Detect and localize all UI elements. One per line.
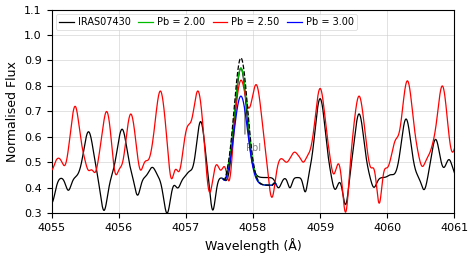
X-axis label: Wavelength (Å): Wavelength (Å) (205, 239, 301, 254)
Pb = 3.00 (263, 184, 268, 187)
Pb = 2.00 (237, 67, 243, 70)
Pb = 2.00 (220, 177, 226, 180)
Pb = 3.00 (273, 184, 279, 187)
Pb = 3.00 (220, 177, 226, 180)
Pb = 2.50 (218, 169, 224, 172)
IRAS07430 (342, 201, 347, 204)
Line: IRAS07430: IRAS07430 (52, 68, 455, 213)
Pb = 3.00 (247, 146, 253, 149)
Pb = 2.50 (343, 211, 348, 214)
Line: Pb = 2.50: Pb = 2.50 (52, 80, 455, 212)
IRAS07430 (240, 75, 246, 78)
Pb = 3.00 (237, 95, 243, 98)
Pb = 2.00 (238, 67, 244, 70)
Line: Pb = 2.00: Pb = 2.00 (223, 68, 276, 185)
Pb = 3.00 (225, 169, 231, 172)
Pb = 2.50 (49, 168, 55, 171)
IRAS07430 (218, 176, 224, 179)
Pb = 2.50 (238, 78, 244, 82)
Text: PbI: PbI (246, 143, 261, 153)
Pb = 2.00 (225, 165, 231, 168)
Legend: IRAS07430, Pb = 2.00, Pb = 2.50, Pb = 3.00: IRAS07430, Pb = 2.00, Pb = 2.50, Pb = 3.… (56, 15, 357, 30)
Line: Pb = 3.00: Pb = 3.00 (223, 96, 276, 185)
Y-axis label: Normalised Flux: Normalised Flux (6, 61, 18, 162)
Pb = 3.00 (238, 95, 244, 98)
Pb = 2.00 (247, 134, 253, 137)
IRAS07430 (221, 178, 227, 181)
Pb = 2.00 (259, 183, 265, 186)
IRAS07430 (164, 212, 170, 215)
IRAS07430 (238, 67, 244, 70)
Pb = 2.00 (273, 184, 279, 187)
Pb = 2.00 (263, 184, 268, 187)
Pb = 3.00 (270, 184, 275, 187)
Pb = 2.50 (221, 165, 227, 168)
Pb = 2.00 (258, 182, 264, 185)
IRAS07430 (419, 185, 425, 188)
Pb = 2.50 (419, 165, 425, 168)
Pb = 2.50 (240, 83, 246, 86)
Pb = 2.00 (270, 184, 275, 187)
IRAS07430 (439, 164, 445, 167)
Pb = 3.00 (259, 183, 265, 186)
Pb = 3.00 (258, 183, 264, 186)
Pb = 2.50 (439, 84, 445, 88)
Pb = 2.50 (452, 147, 457, 150)
IRAS07430 (452, 171, 457, 174)
Pb = 2.50 (341, 206, 347, 209)
IRAS07430 (49, 202, 55, 205)
